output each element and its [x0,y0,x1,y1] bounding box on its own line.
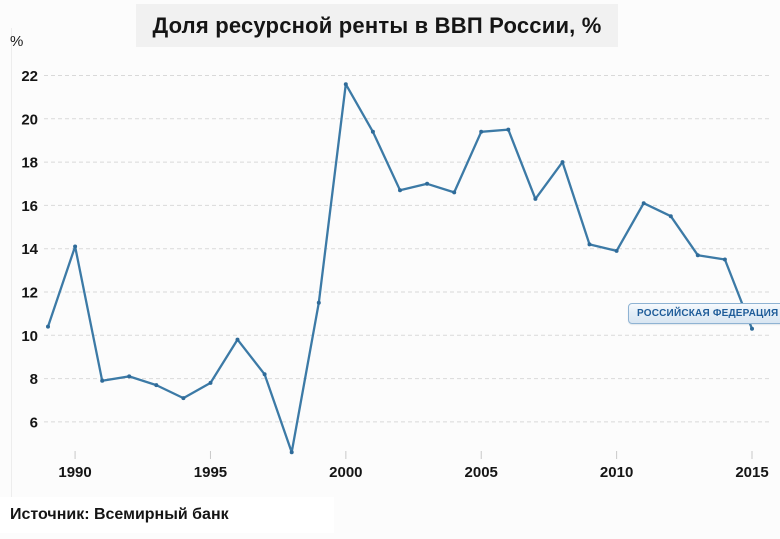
data-point [289,450,294,455]
source-label: Источник: Всемирный банк [10,506,229,523]
data-point [695,253,700,258]
data-point [235,337,240,342]
data-point [181,396,186,401]
y-tick-label: 14 [21,241,38,258]
data-point [614,248,619,253]
y-tick-label: 6 [30,414,38,431]
x-tick-label: 2000 [329,464,362,481]
chart-title: Доля ресурсной ренты в ВВП России, % [152,12,602,38]
data-point [262,372,267,377]
x-tick-label: 2015 [735,464,768,481]
y-tick-label: 12 [21,285,38,302]
x-tick-label: 1990 [58,464,91,481]
y-tick-label: 22 [21,68,38,85]
series-annotation-label: РОССИЙСКАЯ ФЕДЕРАЦИЯ [637,308,779,319]
source-band: Источник: Всемирный банк [0,497,334,533]
data-point [425,181,430,186]
data-point [479,129,484,134]
data-point [154,383,159,388]
y-tick-label: 18 [21,155,38,172]
data-point [452,190,457,195]
data-point [46,324,50,329]
series-annotation-box: РОССИЙСКАЯ ФЕДЕРАЦИЯ [628,303,780,324]
x-tick-label: 1995 [194,464,227,481]
data-point [100,378,105,383]
y-tick-label: 20 [21,111,38,128]
data-point [343,82,348,87]
data-point [750,326,754,331]
left-edge-divider [11,28,12,525]
y-axis-unit-label: % [10,33,24,50]
data-point [722,257,727,262]
data-point [641,201,646,206]
x-tick-label: 2010 [600,464,633,481]
data-point [370,129,375,134]
x-tick-label: 2005 [465,464,498,481]
data-point [398,188,402,193]
data-point [533,196,538,201]
data-point [73,244,78,249]
y-tick-label: 8 [30,371,38,388]
y-tick-label: 10 [21,328,38,345]
data-point [208,380,213,385]
series-line [46,83,754,454]
title-band: Доля ресурсной ренты в ВВП России, % [136,4,618,47]
data-point [127,374,132,379]
data-point [587,242,592,247]
data-point [316,300,321,305]
data-point [506,127,511,132]
data-point [668,214,673,219]
y-tick-label: 16 [21,198,38,215]
data-point [560,160,565,165]
